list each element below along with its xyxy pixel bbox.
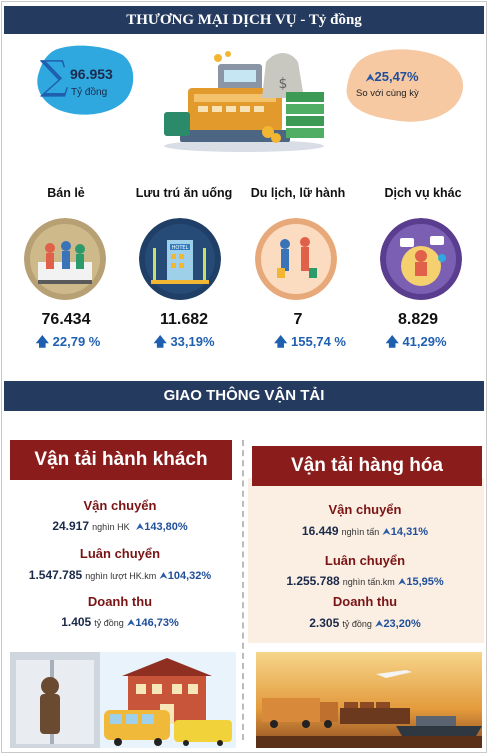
growth-value: ⮝25,47% [366,69,419,84]
up-arrow-icon: 🡅 [35,335,50,350]
up-arrow-icon: 🡅 [274,335,288,350]
passenger-rotation-label: Luân chuyển [79,546,161,561]
other-services-icon [380,218,462,300]
freight-transport-illustration [256,652,482,748]
up-triangle-icon: ⮝ [366,73,375,84]
trade-section-title: THƯƠNG MẠI DỊCH VỤ - Tỷ đồng [4,6,484,34]
passenger-rotation-row: 1.547.785 nghìn lượt HK.km ⮝104,32% [28,568,212,582]
category-value-retail: 76.434 [41,311,91,328]
up-triangle-icon: ⮝ [159,571,168,582]
category-change-accommodation: 🡅 33,19% [153,334,215,350]
category-value-accommodation: 11.682 [159,311,209,328]
hotel-dining-icon: HOTEL [139,218,221,300]
passenger-revenue-row: 1.405 tỷ đồng ⮝146,73% [61,615,179,629]
freight-panel-background [248,478,484,643]
category-label-accommodation: Lưu trú ăn uống [135,186,233,200]
passenger-transport-title: Vận tải hành khách [10,440,232,480]
up-arrow-icon: 🡅 [153,335,167,350]
freight-rotation-label: Luân chuyển [324,553,406,568]
freight-transported-row: 16.449 nghìn tấn ⮝14,31% [301,524,429,538]
category-label-other-services: Dịch vụ khác [384,186,462,200]
growth-blob [346,49,464,122]
growth-label: So với cùng kỳ [356,88,419,99]
category-label-retail: Bán lẻ [47,186,85,200]
passenger-revenue-label: Doanh thu [87,594,153,609]
freight-revenue-row: 2.305 tỷ đồng ⮝23,20% [309,616,421,630]
category-label-tourism: Du lịch, lữ hành [250,186,346,200]
total-value: 96.953 [70,66,113,82]
up-triangle-icon: ⮝ [135,522,145,533]
svg-text:$: $ [279,76,288,92]
total-blob [37,45,134,115]
up-triangle-icon: ⮝ [382,527,391,538]
category-value-other-services: 8.829 [397,311,439,328]
passenger-transported-label: Vận chuyển [83,498,157,513]
total-unit: Tỷ đồng [71,87,108,98]
transport-section-title: GIAO THÔNG VẬN TẢI [4,381,484,411]
tourism-travelers-icon [255,218,337,300]
column-divider [242,440,244,740]
category-value-tourism: 7 [293,311,303,328]
svg-text:HOTEL: HOTEL [172,245,189,251]
category-change-other-services: 🡅 41,29% [385,334,447,350]
cash-register-illustration: $ [164,51,324,152]
category-change-tourism: 🡅 155,74 % [274,334,346,350]
passenger-transport-illustration [10,652,236,748]
up-arrow-icon: 🡅 [385,335,399,350]
retail-shopping-icon [24,218,106,300]
freight-transported-label: Vận chuyển [328,502,402,517]
passenger-transported-row: 24.917 nghìn HK ⮝143,80% [52,519,188,533]
category-change-retail: 🡅 22,79 % [35,334,101,350]
freight-rotation-row: 1.255.788 nghìn tấn.km ⮝15,95% [286,574,444,588]
up-triangle-icon: ⮝ [397,577,407,588]
freight-transport-title: Vận tải hàng hóa [252,446,482,486]
up-triangle-icon: ⮝ [126,618,136,629]
sigma-icon: ∑ [40,53,69,99]
freight-revenue-label: Doanh thu [332,594,398,609]
up-triangle-icon: ⮝ [374,619,384,630]
